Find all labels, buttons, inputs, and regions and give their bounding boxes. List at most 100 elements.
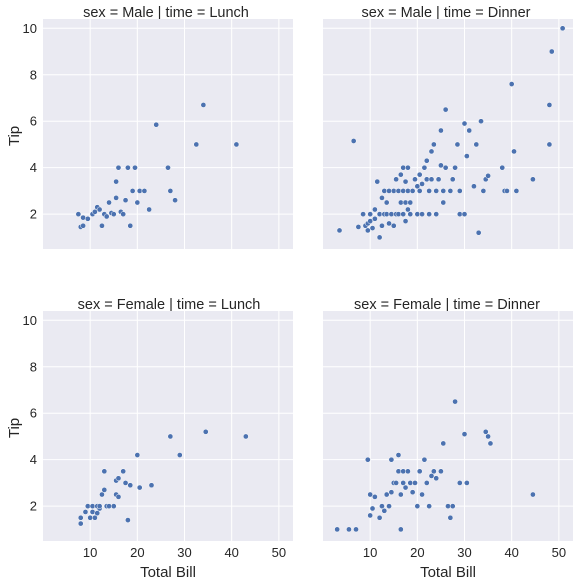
- scatter-point: [350, 138, 357, 144]
- scatter-point: [77, 520, 84, 527]
- scatter-point: [464, 153, 470, 159]
- scatter-point: [405, 164, 411, 171]
- scatter-point: [461, 120, 468, 127]
- scatter-point: [409, 188, 416, 194]
- scatter-point: [456, 480, 463, 486]
- scatter-point: [513, 188, 520, 194]
- x-axis-label-right: Total Bill: [420, 564, 476, 581]
- scatter-point: [75, 211, 82, 218]
- scatter-point: [440, 440, 447, 447]
- scatter-point: [421, 456, 428, 463]
- scatter-point: [165, 164, 171, 171]
- scatter-point: [409, 489, 416, 496]
- scatter-point: [428, 148, 435, 155]
- x-axis-label-left: Total Bill: [140, 564, 196, 581]
- scatter-point: [419, 491, 425, 498]
- x-tick-label: 30: [177, 545, 191, 560]
- y-tick-label: 10: [23, 21, 37, 36]
- scatter-point: [103, 213, 110, 220]
- scatter-point: [475, 229, 482, 236]
- scatter-point: [129, 188, 136, 194]
- scatter-point: [353, 526, 359, 533]
- scatter-point: [113, 178, 119, 185]
- scatter-point: [388, 456, 395, 463]
- scatter-point: [82, 509, 89, 515]
- scatter-point: [480, 188, 487, 194]
- scatter-point: [485, 172, 491, 179]
- y-tick-label: 8: [30, 359, 37, 374]
- scatter-point: [402, 484, 409, 491]
- scatter-point: [430, 468, 437, 475]
- x-tick-label: 10: [83, 545, 97, 560]
- scatter-point: [405, 188, 411, 194]
- scatter-point: [423, 480, 430, 486]
- scatter-point: [508, 81, 515, 87]
- scatter-point: [407, 199, 414, 206]
- scatter-point: [426, 211, 432, 218]
- scatter-point: [485, 433, 491, 440]
- x-tick-label: 50: [272, 545, 286, 560]
- scatter-point: [176, 452, 183, 458]
- scatter-point: [364, 456, 371, 463]
- panel-male-dinner: [323, 19, 573, 249]
- y-axis-label-bottom: Tip: [6, 418, 23, 438]
- scatter-point: [447, 188, 454, 194]
- scatter-point: [397, 199, 404, 206]
- scatter-point: [546, 102, 553, 108]
- scatter-point: [530, 176, 536, 183]
- scatter-point: [153, 121, 160, 128]
- scatter-point: [127, 222, 134, 229]
- scatter-point: [132, 164, 138, 171]
- scatter-point: [419, 181, 425, 187]
- scatter-point: [125, 517, 131, 523]
- scatter-point: [148, 482, 155, 489]
- scatter-point: [369, 505, 376, 512]
- scatter-point: [442, 106, 449, 113]
- scatter-point: [167, 188, 174, 194]
- scatter-point: [374, 178, 381, 185]
- scatter-point: [433, 211, 440, 218]
- scatter-point: [426, 188, 432, 194]
- scatter-point: [379, 503, 385, 510]
- scatter-point: [466, 127, 473, 134]
- x-tick-label: 20: [410, 545, 424, 560]
- scatter-point: [400, 468, 407, 475]
- scatter-point: [372, 215, 378, 222]
- scatter-point: [383, 211, 390, 218]
- scatter-point: [367, 512, 374, 519]
- y-tick-label: 10: [23, 313, 37, 328]
- scatter-point: [101, 487, 108, 493]
- scatter-point: [428, 473, 435, 479]
- scatter-point: [80, 214, 86, 221]
- scatter-point: [416, 468, 423, 475]
- scatter-point: [548, 48, 555, 55]
- scatter-point: [372, 206, 378, 213]
- panel-background: [43, 311, 293, 541]
- scatter-point: [383, 491, 390, 498]
- scatter-point: [115, 475, 122, 482]
- scatter-point: [106, 199, 112, 206]
- scatter-point: [381, 507, 388, 514]
- scatter-point: [383, 199, 390, 206]
- scatter-point: [120, 211, 127, 218]
- y-tick-label: 2: [30, 207, 37, 222]
- scatter-point: [438, 468, 444, 475]
- scatter-point: [390, 188, 397, 194]
- panel-background: [43, 19, 293, 249]
- scatter-point: [84, 503, 91, 510]
- scatter-point: [87, 514, 94, 521]
- scatter-point: [115, 164, 122, 171]
- y-tick-label: 2: [30, 499, 37, 514]
- scatter-point: [379, 195, 385, 201]
- scatter-point: [84, 215, 91, 222]
- scatter-point: [426, 503, 432, 510]
- scatter-point: [89, 509, 96, 515]
- scatter-point: [193, 141, 200, 148]
- scatter-point: [395, 468, 402, 475]
- scatter-point: [376, 211, 383, 218]
- scatter-point: [122, 197, 129, 204]
- scatter-point: [452, 398, 458, 405]
- scatter-point: [447, 514, 454, 521]
- y-tick-label: 8: [30, 67, 37, 82]
- scatter-point: [461, 211, 468, 218]
